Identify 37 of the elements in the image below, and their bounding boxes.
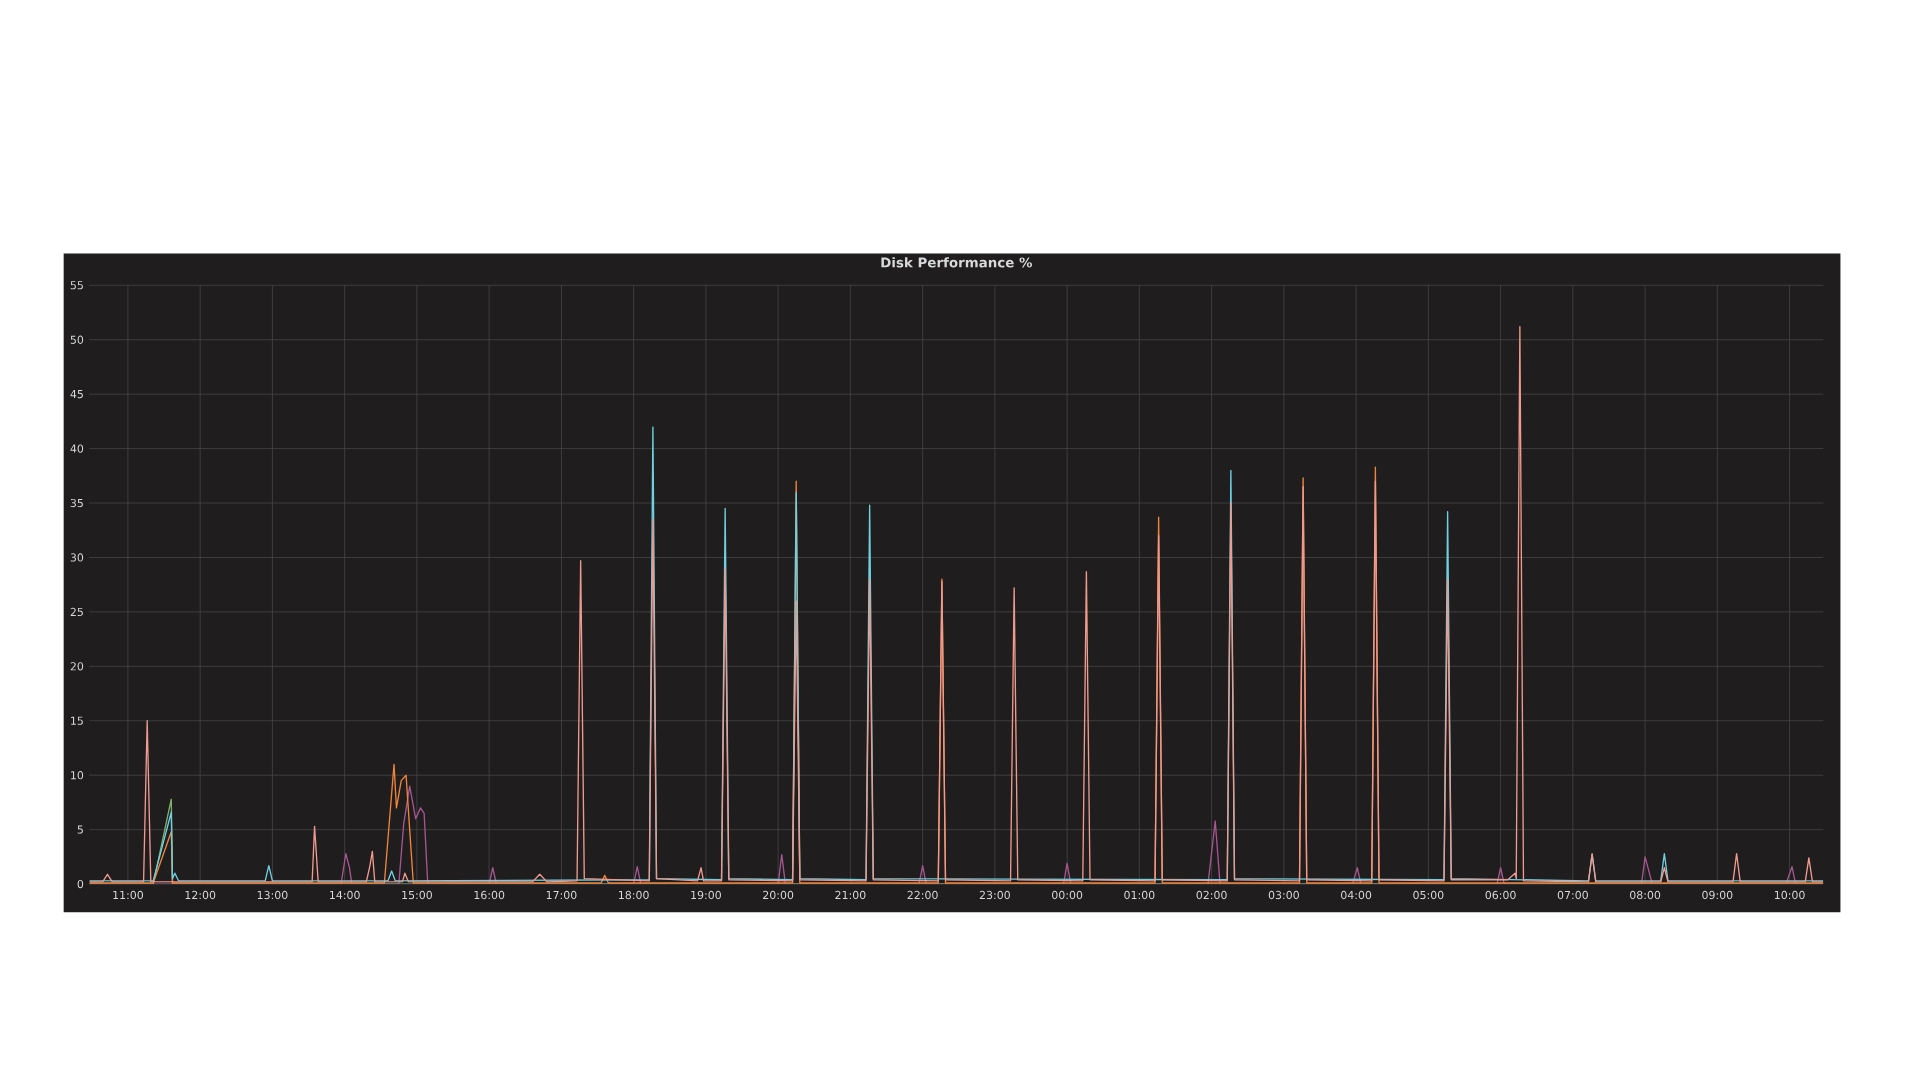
x-tick-label: 09:00 <box>1702 890 1733 900</box>
x-tick-label: 03:00 <box>1268 890 1299 900</box>
x-tick-label: 15:00 <box>402 890 432 900</box>
x-tick-label: 01:00 <box>1124 890 1155 900</box>
y-tick-label: 5 <box>77 825 83 834</box>
x-tick-label: 11:00 <box>113 890 144 900</box>
x-tick-label: 14:00 <box>330 890 360 900</box>
y-tick-label: 0 <box>77 879 84 889</box>
x-tick-label: 23:00 <box>979 890 1010 900</box>
x-tick-label: 06:00 <box>1485 890 1516 900</box>
x-tick-label: 13:00 <box>257 890 288 900</box>
x-tick-label: 10:00 <box>1774 890 1805 900</box>
y-tick-label: 30 <box>70 553 84 562</box>
y-tick-label: 45 <box>70 390 83 399</box>
x-tick-label: 02:00 <box>1196 890 1227 900</box>
y-tick-label: 35 <box>70 498 83 508</box>
y-tick-label: 10 <box>71 771 84 780</box>
x-tick-label: 12:00 <box>185 890 216 900</box>
x-tick-label: 19:00 <box>691 890 721 900</box>
x-tick-label: 20:00 <box>763 890 794 900</box>
x-tick-label: 22:00 <box>907 890 938 900</box>
x-tick-label: 17:00 <box>546 890 577 900</box>
x-tick-label: 08:00 <box>1630 890 1661 900</box>
chart-title: Disk Performance % <box>881 257 1033 268</box>
y-tick-label: 55 <box>70 281 83 290</box>
x-tick-label: 04:00 <box>1341 890 1372 900</box>
x-tick-label: 21:00 <box>835 890 866 900</box>
x-tick-label: 18:00 <box>619 890 649 900</box>
x-tick-label: 16:00 <box>474 890 505 900</box>
y-tick-label: 20 <box>70 662 84 671</box>
y-tick-label: 50 <box>70 335 84 344</box>
y-tick-label: 15 <box>71 716 83 725</box>
x-tick-label: 07:00 <box>1557 890 1588 900</box>
y-tick-label: 40 <box>70 444 84 453</box>
y-tick-label: 25 <box>70 607 83 617</box>
x-tick-label: 00:00 <box>1052 890 1083 900</box>
x-tick-label: 05:00 <box>1413 890 1444 900</box>
